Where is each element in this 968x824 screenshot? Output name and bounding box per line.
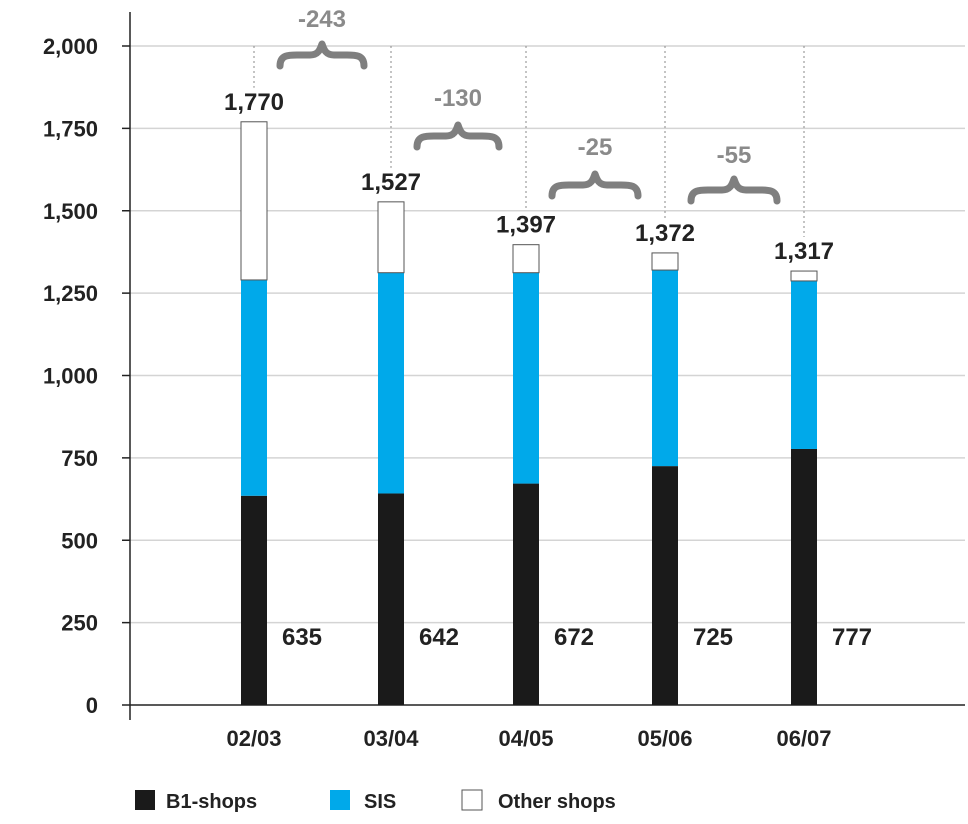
legend-label-other-shops: Other shops bbox=[498, 791, 616, 813]
bar-segment-sis bbox=[652, 270, 678, 467]
bar-segment-other-shops bbox=[512, 244, 540, 274]
base-value-label: 725 bbox=[693, 624, 733, 651]
bar-segment-other-shops bbox=[377, 201, 405, 274]
bar-segment-sis bbox=[241, 279, 267, 496]
data-labels: 1,770 635 1,527 642 1,397 672 1,372 725 1,317 777 bbox=[224, 89, 872, 651]
y-tick-label: 250 bbox=[61, 611, 98, 636]
difference-label: -243 bbox=[298, 6, 346, 33]
x-tick-label: 03/04 bbox=[363, 726, 419, 751]
legend-swatch-other-shops bbox=[461, 789, 483, 811]
bar-segment-sis bbox=[378, 272, 404, 494]
x-tick-label: 04/05 bbox=[498, 726, 553, 751]
difference-bracket bbox=[276, 40, 368, 70]
grid-lines bbox=[130, 45, 965, 624]
x-tick-label: 02/03 bbox=[226, 726, 281, 751]
y-tick-label: 1,000 bbox=[43, 364, 98, 389]
total-label: 1,317 bbox=[774, 238, 834, 265]
dotted-guide-lines bbox=[253, 46, 805, 238]
x-tick-label: 06/07 bbox=[776, 726, 831, 751]
bar-segment-b1-shops bbox=[378, 493, 404, 705]
legend-label-sis: SIS bbox=[364, 791, 396, 813]
bar-segment-b1-shops bbox=[791, 448, 817, 705]
total-label: 1,397 bbox=[496, 212, 556, 239]
difference-brackets: -243 -130 -25 -55 bbox=[276, 6, 781, 205]
bar-segment-sis bbox=[791, 280, 817, 449]
bars bbox=[240, 121, 818, 705]
bar-segment-b1-shops bbox=[241, 495, 267, 705]
y-tick-label: 1,750 bbox=[43, 116, 98, 141]
y-tick-label: 500 bbox=[61, 528, 98, 553]
bar-segment-other-shops bbox=[790, 270, 818, 282]
legend-swatch-b1-shops bbox=[135, 790, 155, 810]
legend: B1-shops SIS Other shops bbox=[135, 789, 616, 813]
difference-bracket bbox=[548, 170, 642, 200]
bar-segment-b1-shops bbox=[652, 466, 678, 705]
difference-label: -130 bbox=[434, 85, 482, 112]
base-value-label: 642 bbox=[419, 624, 459, 651]
bar-segment-other-shops bbox=[651, 252, 679, 271]
y-tick-label: 2,000 bbox=[43, 34, 98, 59]
difference-label: -55 bbox=[717, 142, 752, 169]
y-tick-label: 1,500 bbox=[43, 199, 98, 224]
y-tick-label: 1,250 bbox=[43, 281, 98, 306]
legend-swatch-sis bbox=[330, 790, 350, 810]
bar-segment-b1-shops bbox=[513, 483, 539, 705]
total-label: 1,372 bbox=[635, 220, 695, 247]
difference-label: -25 bbox=[578, 134, 613, 161]
y-tick-label: 750 bbox=[61, 446, 98, 471]
base-value-label: 777 bbox=[832, 624, 872, 651]
y-tick-label: 0 bbox=[86, 693, 98, 718]
difference-bracket bbox=[413, 121, 503, 151]
total-label: 1,770 bbox=[224, 89, 284, 116]
base-value-label: 672 bbox=[554, 624, 594, 651]
difference-bracket bbox=[687, 175, 781, 205]
bar-segment-sis bbox=[513, 272, 539, 484]
base-value-label: 635 bbox=[282, 624, 322, 651]
total-label: 1,527 bbox=[361, 169, 421, 196]
axes: 0 250 500 750 1,000 1,250 1,500 1,750 2,000 02/03… bbox=[43, 12, 965, 751]
legend-label-b1-shops: B1-shops bbox=[166, 791, 257, 813]
x-tick-label: 05/06 bbox=[637, 726, 692, 751]
bar-segment-other-shops bbox=[240, 121, 268, 281]
